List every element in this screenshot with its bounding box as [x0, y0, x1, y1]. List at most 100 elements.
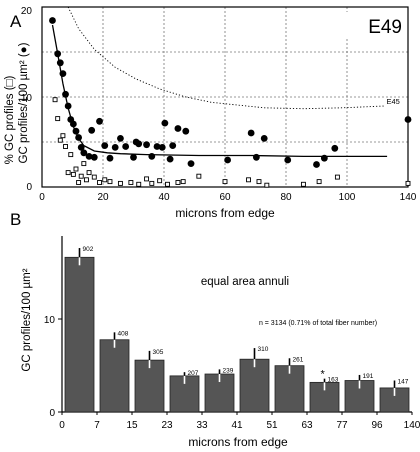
scatter-point-circle	[117, 135, 124, 142]
x-tick-label: 60	[219, 192, 231, 203]
scatter-point-square	[157, 178, 163, 184]
scatter-point-square	[196, 173, 202, 179]
x-tick-label: 15	[126, 420, 138, 431]
scatter-point-circle	[187, 160, 195, 168]
scatter-point-square	[70, 171, 76, 177]
scatter-point-circle	[64, 102, 72, 110]
annotation-text: equal area annuli	[201, 276, 289, 288]
scatter-point-circle	[161, 119, 169, 127]
y-axis-label-inner: GC profiles/100 µm² (●)	[18, 42, 30, 163]
scatter-point-circle	[130, 153, 137, 161]
x-tick-label: 140	[400, 192, 417, 203]
scatter-point-circle	[72, 127, 80, 135]
scatter-point-square	[102, 177, 108, 183]
scatter-point-circle	[182, 127, 190, 135]
scatter-point-circle	[166, 155, 174, 163]
x-axis-label: microns from edge	[188, 435, 288, 449]
scatter-point-circle	[174, 125, 182, 132]
scatter-point-square	[65, 170, 71, 176]
scatter-point-square	[165, 181, 170, 187]
x-tick-label: 96	[371, 420, 383, 431]
scatter-point-circle	[252, 153, 260, 161]
scatter-point-circle	[158, 144, 166, 151]
x-tick-label: 140	[404, 420, 420, 431]
scatter-point-square	[68, 152, 74, 158]
x-tick-label: 100	[339, 192, 356, 203]
bar-count-label: 261	[293, 356, 304, 363]
scatter-point-square	[128, 180, 134, 185]
scatter-point-circle	[111, 144, 119, 151]
scatter-point-circle	[153, 143, 161, 150]
bar-count-label: 408	[118, 330, 129, 337]
asterisk-marker: *	[321, 369, 326, 381]
bar-count-label: 305	[153, 349, 164, 356]
scatter-point-square	[57, 137, 63, 143]
bar-series: 902 408 305 207 239 310 261 163* 191 147	[64, 246, 410, 413]
y-tick-label: 20	[21, 6, 33, 17]
chart-title: E49	[368, 17, 402, 38]
scatter-point-square	[316, 179, 322, 185]
scatter-point-square	[73, 166, 79, 172]
x-tick-label: 20	[97, 192, 109, 203]
bar	[64, 256, 95, 413]
scatter-point-circle	[90, 153, 98, 161]
title-box	[345, 12, 405, 38]
scatter-point-circle	[49, 17, 56, 24]
x-tick-label: 7	[94, 420, 100, 431]
bar-count-label: 191	[363, 373, 374, 380]
scatter-point-circle	[77, 144, 85, 151]
x-axis-label: microns from edge	[175, 206, 275, 220]
bar	[134, 359, 165, 413]
scatter-point-square	[405, 180, 411, 186]
y-axis-label-outer: % GC profiles (□)	[4, 75, 16, 164]
scatter-point-square	[246, 177, 251, 183]
scatter-point-circle	[284, 156, 292, 164]
y-tick-label: 0	[49, 408, 55, 419]
x-tick-label: 23	[161, 420, 173, 431]
scatter-point-circle	[260, 135, 268, 142]
reference-curve-label: E45	[386, 97, 399, 106]
scatter-point-circle	[62, 90, 69, 98]
x-tick-label: 77	[336, 420, 348, 431]
bar-count-label: 902	[83, 246, 94, 253]
scatter-point-circle	[96, 117, 103, 125]
scatter-point-square	[55, 116, 61, 122]
scatter-point-square	[81, 161, 87, 167]
scatter-point-circle	[101, 142, 109, 150]
x-tick-label: 80	[280, 192, 292, 203]
scatter-point-square	[117, 180, 123, 186]
scatter-point-circle	[331, 144, 339, 152]
x-tick-label: 0	[39, 192, 45, 203]
scatter-point-square	[300, 181, 306, 187]
scatter-point-square	[334, 174, 340, 180]
scatter-point-circle	[313, 161, 320, 168]
y-tick-label: 10	[44, 315, 56, 326]
scatter-point-circle	[88, 126, 96, 134]
scatter-point-circle	[135, 140, 143, 148]
panel-a-grid	[42, 7, 408, 187]
scatter-point-circle	[69, 120, 77, 128]
scatter-point-square	[136, 181, 142, 187]
scatter-point-circle	[247, 129, 255, 137]
scatter-point-square	[222, 179, 228, 185]
scatter-point-square	[83, 177, 89, 183]
scatter-point-circle	[122, 143, 130, 150]
panel-b-label: B	[10, 210, 21, 229]
scatter-point-circle	[404, 116, 412, 123]
panel-a-label: A	[10, 12, 22, 31]
x-tick-label: 63	[301, 420, 313, 431]
scatter-point-circle	[80, 149, 88, 157]
x-tick-label: 40	[158, 192, 170, 203]
bar-count-label: 147	[398, 379, 409, 386]
scatter-point-square	[256, 179, 262, 185]
scatter-point-circle	[85, 153, 93, 160]
panel-a-frame	[41, 6, 409, 188]
filled-circle-series	[49, 17, 412, 168]
scatter-point-square	[144, 176, 150, 182]
scatter-point-circle	[54, 50, 62, 58]
scatter-point-square	[180, 179, 186, 185]
scatter-point-square	[107, 179, 113, 185]
scatter-point-circle	[56, 59, 64, 67]
scatter-point-circle	[224, 156, 232, 164]
